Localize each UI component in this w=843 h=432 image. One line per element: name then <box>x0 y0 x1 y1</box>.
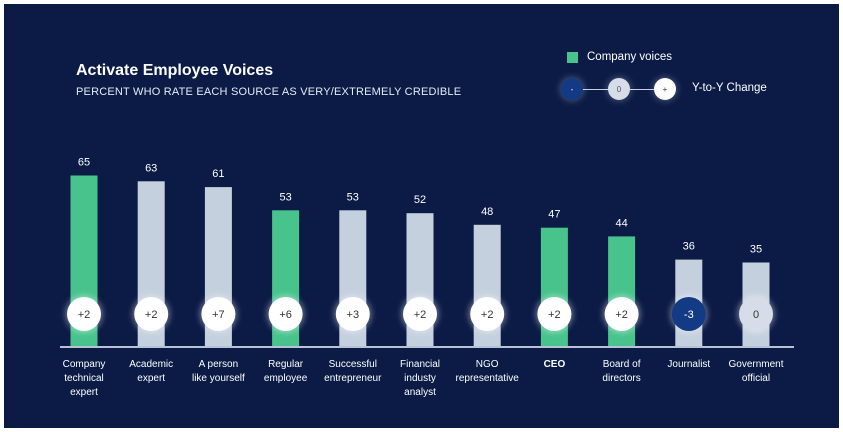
change-marker <box>739 297 773 331</box>
category-label: Board of <box>603 359 641 370</box>
category-label: Successful <box>329 359 377 370</box>
legend-swatch <box>567 51 578 63</box>
legend-label: Company voices <box>587 51 673 63</box>
category-label: A person <box>199 359 238 370</box>
change-marker <box>537 297 572 331</box>
category-label: NGO <box>476 359 499 370</box>
category-label: Government <box>728 359 783 370</box>
value-label: 53 <box>279 191 291 203</box>
category-label: Financial <box>400 359 440 370</box>
change-label: -3 <box>684 309 694 321</box>
category-label: CEO <box>544 359 566 370</box>
category-label: entrepreneur <box>324 373 382 384</box>
value-label: 52 <box>414 194 426 206</box>
change-marker <box>403 297 437 331</box>
chart-panel: Activate Employee Voices PERCENT WHO RAT… <box>4 4 839 428</box>
change-label: +2 <box>615 309 628 321</box>
change-label: +2 <box>414 309 427 321</box>
value-label: 63 <box>145 162 157 174</box>
category-label: technical <box>64 373 103 384</box>
category-label: like yourself <box>192 373 245 384</box>
change-marker <box>604 297 639 331</box>
value-label: 53 <box>347 191 359 203</box>
change-marker <box>268 297 303 331</box>
category-label: Academic <box>129 359 173 370</box>
category-label: representative <box>456 373 520 384</box>
change-label: +3 <box>347 309 360 321</box>
change-label: +2 <box>78 309 91 321</box>
change-label: +2 <box>145 309 158 321</box>
legend-neutral-dot: 0 <box>608 78 630 100</box>
value-label: 47 <box>548 209 560 221</box>
value-label: 44 <box>615 217 627 229</box>
value-label: 48 <box>481 206 493 218</box>
bar-chart: 65 +2 Company technical expert 63 +2 Academic ex… <box>60 157 794 398</box>
change-marker <box>67 297 101 331</box>
change-label: +6 <box>279 309 292 321</box>
change-marker <box>470 297 505 331</box>
category-label: Regular <box>268 359 304 370</box>
change-label: 0 <box>753 309 759 321</box>
category-label: analyst <box>404 387 436 398</box>
category-label: industy <box>404 373 436 384</box>
legend-positive-dot: + <box>654 78 676 100</box>
category-label: expert <box>70 387 98 398</box>
chart-subtitle: PERCENT WHO RATE EACH SOURCE AS VERY/EXT… <box>76 86 462 98</box>
change-label: +2 <box>548 309 561 321</box>
chart-title: Activate Employee Voices <box>76 62 274 79</box>
change-marker <box>335 297 370 331</box>
value-label: 35 <box>750 244 762 256</box>
value-label: 36 <box>683 241 695 253</box>
change-marker <box>134 297 169 331</box>
change-label: +2 <box>481 309 494 321</box>
legend-company-voices: Company voices <box>567 51 672 63</box>
legend-negative-dot: - <box>561 78 583 100</box>
change-marker <box>671 297 706 331</box>
category-label: expert <box>137 373 165 384</box>
legend-change-label: Y-to-Y Change <box>692 82 767 94</box>
value-label: 61 <box>212 168 224 180</box>
value-label: 65 <box>78 157 90 169</box>
category-label: Journalist <box>667 359 710 370</box>
category-label: official <box>742 373 770 384</box>
change-marker <box>201 297 236 331</box>
category-label: employee <box>264 373 308 384</box>
category-label: Company <box>63 359 106 370</box>
category-label: directors <box>602 373 640 384</box>
legend-change: - 0 + Y-to-Y Change <box>559 76 779 102</box>
change-label: +7 <box>212 309 225 321</box>
